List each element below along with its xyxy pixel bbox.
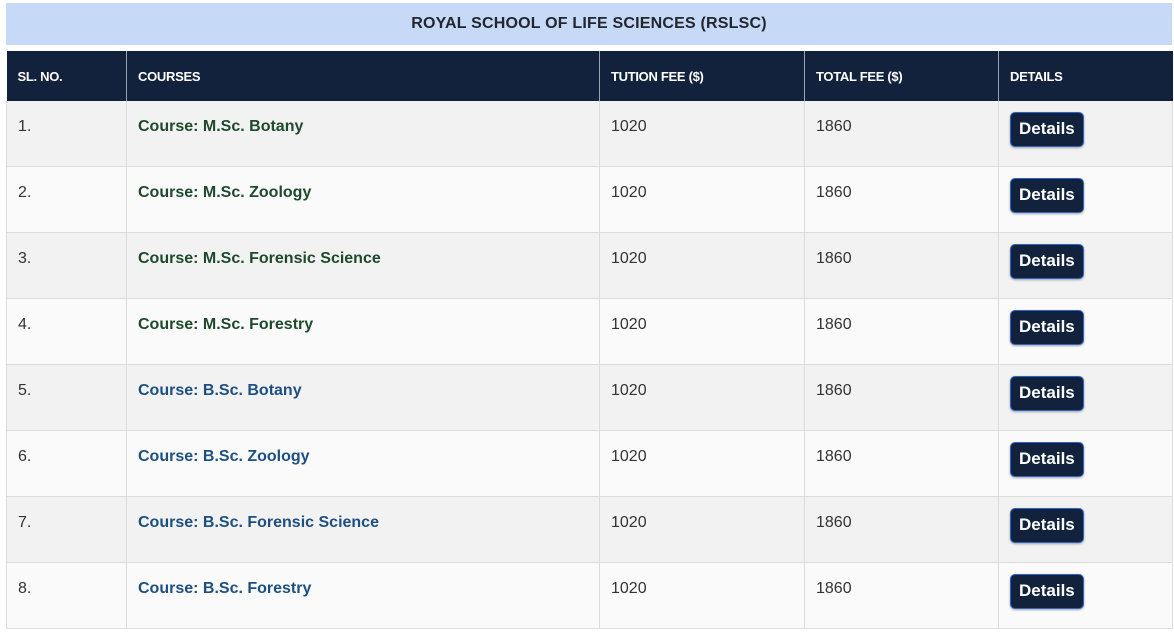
details-cell: Details xyxy=(998,364,1173,431)
total-fee-cell: 1860 xyxy=(804,496,999,563)
sl-no-cell: 2. xyxy=(6,166,127,233)
course-name: Course: B.Sc. Forensic Science xyxy=(138,514,379,531)
total-fee-cell: 1860 xyxy=(804,101,999,167)
course-name: Course: M.Sc. Forensic Science xyxy=(138,250,381,267)
tuition-fee-cell: 1020 xyxy=(599,298,805,365)
sl-no-cell: 5. xyxy=(6,364,127,431)
school-title: ROYAL SCHOOL OF LIFE SCIENCES (RSLSC) xyxy=(6,3,1172,45)
details-button[interactable]: Details xyxy=(1010,244,1084,279)
details-button[interactable]: Details xyxy=(1010,376,1084,411)
table-row: 4. Course: M.Sc. Forestry 1020 1860 Details xyxy=(6,298,1173,365)
total-fee-cell: 1860 xyxy=(804,232,999,299)
table-row: 2. Course: M.Sc. Zoology 1020 1860 Details xyxy=(6,166,1173,233)
header-tuition-fee: TUTION FEE ($) xyxy=(599,51,805,101)
details-cell: Details xyxy=(998,298,1173,365)
table-row: 1. Course: M.Sc. Botany 1020 1860 Details xyxy=(6,101,1173,167)
course-name: Course: M.Sc. Zoology xyxy=(138,184,312,201)
fee-table-section: ROYAL SCHOOL OF LIFE SCIENCES (RSLSC) SL… xyxy=(6,3,1173,629)
course-cell: Course: M.Sc. Zoology xyxy=(126,166,600,233)
table-header-row: SL. NO. COURSES TUTION FEE ($) TOTAL FEE… xyxy=(6,51,1173,101)
details-button[interactable]: Details xyxy=(1010,508,1084,543)
details-cell: Details xyxy=(998,496,1173,563)
sl-no-cell: 7. xyxy=(6,496,127,563)
tuition-fee-cell: 1020 xyxy=(599,430,805,497)
details-button[interactable]: Details xyxy=(1010,112,1084,147)
sl-no-cell: 6. xyxy=(6,430,127,497)
sl-no-cell: 3. xyxy=(6,232,127,299)
fee-table: SL. NO. COURSES TUTION FEE ($) TOTAL FEE… xyxy=(6,51,1173,629)
table-row: 7. Course: B.Sc. Forensic Science 1020 1860… xyxy=(6,496,1173,563)
course-cell: Course: M.Sc. Forensic Science xyxy=(126,232,600,299)
total-fee-cell: 1860 xyxy=(804,166,999,233)
details-cell: Details xyxy=(998,101,1173,167)
course-name: Course: M.Sc. Botany xyxy=(138,118,304,135)
details-button[interactable]: Details xyxy=(1010,178,1084,213)
details-button[interactable]: Details xyxy=(1010,310,1084,345)
header-details: DETAILS xyxy=(998,51,1173,101)
header-total-fee: TOTAL FEE ($) xyxy=(804,51,999,101)
table-row: 5. Course: B.Sc. Botany 1020 1860 Details xyxy=(6,364,1173,431)
course-name: Course: B.Sc. Zoology xyxy=(138,448,310,465)
total-fee-cell: 1860 xyxy=(804,430,999,497)
details-button[interactable]: Details xyxy=(1010,574,1084,609)
tuition-fee-cell: 1020 xyxy=(599,562,805,629)
table-row: 6. Course: B.Sc. Zoology 1020 1860 Details xyxy=(6,430,1173,497)
tuition-fee-cell: 1020 xyxy=(599,496,805,563)
tuition-fee-cell: 1020 xyxy=(599,166,805,233)
course-cell: Course: M.Sc. Botany xyxy=(126,101,600,167)
details-cell: Details xyxy=(998,562,1173,629)
table-row: 8. Course: B.Sc. Forestry 1020 1860 Details xyxy=(6,562,1173,629)
course-name: Course: B.Sc. Forestry xyxy=(138,580,312,597)
details-cell: Details xyxy=(998,430,1173,497)
total-fee-cell: 1860 xyxy=(804,364,999,431)
course-cell: Course: B.Sc. Botany xyxy=(126,364,600,431)
tuition-fee-cell: 1020 xyxy=(599,364,805,431)
details-button[interactable]: Details xyxy=(1010,442,1084,477)
sl-no-cell: 1. xyxy=(6,101,127,167)
header-sl-no: SL. NO. xyxy=(6,51,127,101)
sl-no-cell: 4. xyxy=(6,298,127,365)
course-cell: Course: M.Sc. Forestry xyxy=(126,298,600,365)
sl-no-cell: 8. xyxy=(6,562,127,629)
details-cell: Details xyxy=(998,232,1173,299)
course-cell: Course: B.Sc. Forestry xyxy=(126,562,600,629)
course-name: Course: B.Sc. Botany xyxy=(138,382,302,399)
course-name: Course: M.Sc. Forestry xyxy=(138,316,314,333)
tuition-fee-cell: 1020 xyxy=(599,101,805,167)
total-fee-cell: 1860 xyxy=(804,298,999,365)
details-cell: Details xyxy=(998,166,1173,233)
course-cell: Course: B.Sc. Zoology xyxy=(126,430,600,497)
tuition-fee-cell: 1020 xyxy=(599,232,805,299)
course-cell: Course: B.Sc. Forensic Science xyxy=(126,496,600,563)
table-row: 3. Course: M.Sc. Forensic Science 1020 1860… xyxy=(6,232,1173,299)
header-courses: COURSES xyxy=(126,51,600,101)
total-fee-cell: 1860 xyxy=(804,562,999,629)
